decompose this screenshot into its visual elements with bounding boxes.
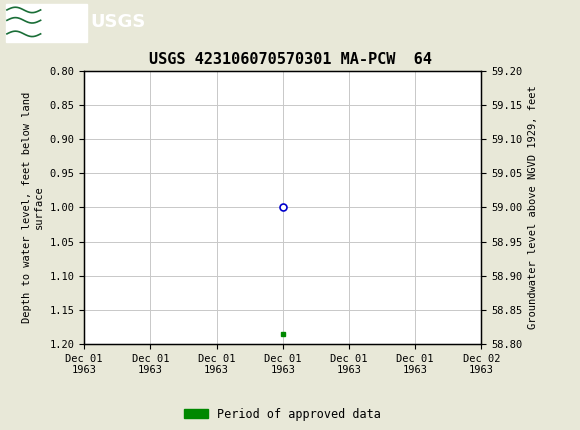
Y-axis label: Groundwater level above NGVD 1929, feet: Groundwater level above NGVD 1929, feet [528,86,538,329]
Text: USGS 423106070570301 MA-PCW  64: USGS 423106070570301 MA-PCW 64 [148,52,432,67]
Text: USGS: USGS [90,12,145,31]
Legend: Period of approved data: Period of approved data [180,403,386,425]
Y-axis label: Depth to water level, feet below land
surface: Depth to water level, feet below land su… [22,92,44,323]
Bar [6,3,87,42]
